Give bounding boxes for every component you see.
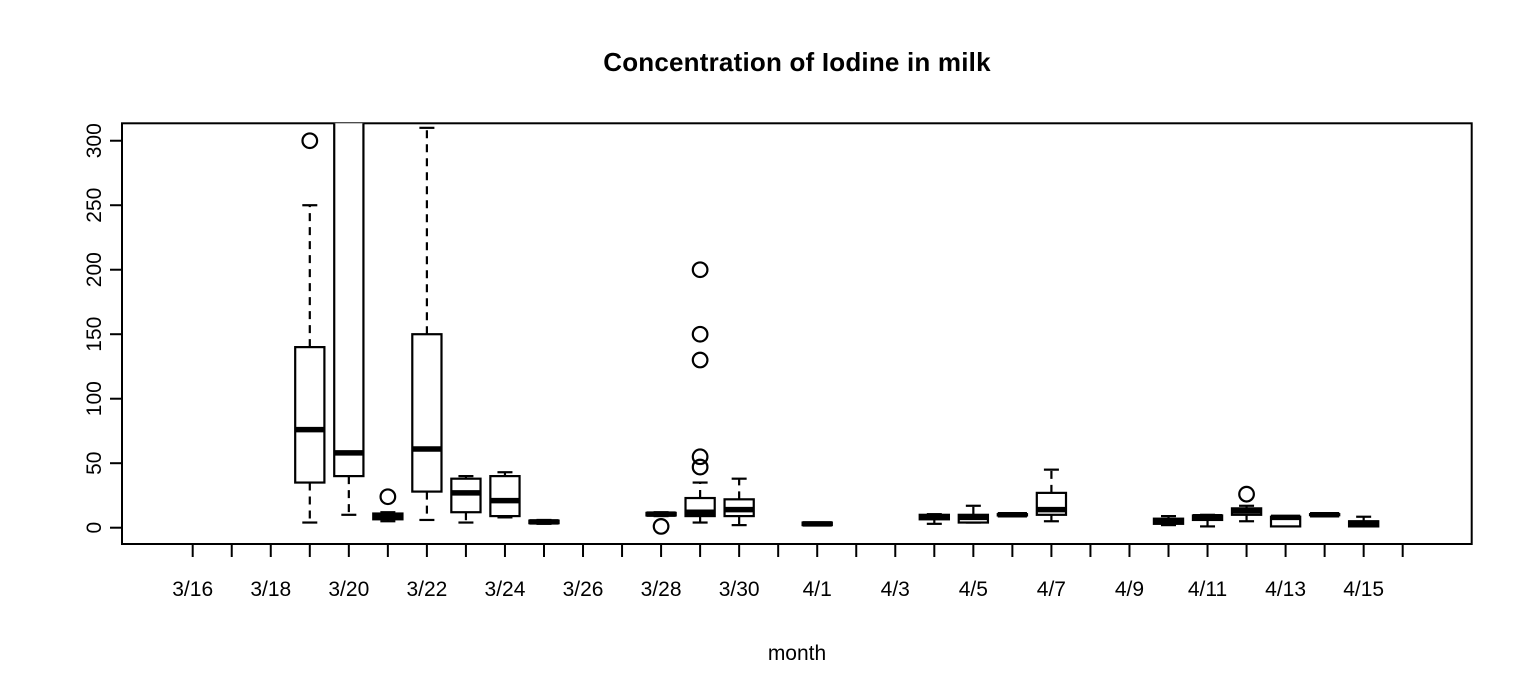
- y-tick-label: 0: [83, 522, 106, 534]
- outlier-point: [379, 488, 397, 506]
- x-tick-label: 4/15: [1343, 578, 1384, 601]
- boxplot-3-24: [489, 471, 521, 519]
- y-tick-label: 200: [83, 252, 106, 287]
- boxplot-4-15: [1347, 515, 1380, 528]
- boxplot-3-28: [645, 511, 677, 535]
- boxplot-4-11: [1191, 513, 1224, 528]
- boxplot-3-30: [723, 477, 755, 527]
- outlier-point: [691, 351, 709, 369]
- boxplot-4-14: [1308, 512, 1341, 518]
- iqr-box: [411, 333, 443, 493]
- boxes: [294, 123, 1380, 535]
- outlier-point: [691, 448, 709, 466]
- x-axis: 3/16 3/18 3/20 3/22 3/24 3/26 3/28 3/30 4/1 4/3 4/…: [172, 544, 1404, 601]
- boxplot-4-13: [1269, 514, 1302, 528]
- outlier-point: [691, 325, 709, 343]
- y-tick-label: 150: [83, 317, 106, 352]
- boxplot-4-1: [801, 521, 833, 527]
- outlier-point: [691, 261, 709, 279]
- outlier-point: [652, 518, 670, 535]
- x-tick-label: 4/7: [1037, 578, 1066, 601]
- y-axis: 0 50 100 150 200 250 300: [83, 123, 122, 534]
- outlier-point: [1238, 485, 1255, 503]
- boxplot-3-20: [333, 123, 365, 516]
- x-tick-label: 4/13: [1265, 578, 1306, 601]
- boxplot-3-23: [450, 475, 482, 524]
- x-tick-label: 3/26: [563, 578, 604, 601]
- boxplot-3-21: [372, 488, 404, 523]
- x-tick-label: 3/24: [485, 578, 526, 601]
- boxplot-4-5: [957, 504, 990, 524]
- x-tick-label: 3/20: [328, 578, 369, 601]
- x-tick-label: 4/3: [881, 578, 910, 601]
- outlier-point: [301, 132, 319, 150]
- x-tick-label: 3/22: [406, 578, 447, 601]
- x-tick-label: 3/30: [719, 578, 760, 601]
- x-axis-title: month: [767, 642, 827, 665]
- iqr-box: [294, 346, 326, 484]
- x-tick-label: 4/5: [959, 578, 988, 601]
- y-tick-label: 250: [83, 188, 106, 223]
- boxplot-3-25: [528, 518, 560, 525]
- boxplot-3-29: [684, 261, 716, 524]
- x-tick-label: 3/16: [172, 578, 213, 601]
- boxplot-4-7: [1035, 468, 1068, 523]
- y-tick-label: 50: [83, 452, 106, 475]
- iqr-box: [333, 123, 365, 478]
- y-tick-label: 100: [83, 381, 106, 416]
- boxplot-3-22: [411, 126, 443, 522]
- boxplot-4-10: [1152, 514, 1185, 527]
- outlier-point: [691, 458, 709, 476]
- iqr-box: [489, 475, 521, 518]
- x-tick-label: 4/1: [803, 578, 832, 601]
- x-tick-label: 4/9: [1115, 578, 1144, 601]
- boxplot-3-19: [294, 132, 326, 524]
- chart-title: Concentration of Iodine in milk: [603, 47, 991, 77]
- boxplot-4-12: [1230, 485, 1263, 523]
- x-tick-label: 3/28: [641, 578, 682, 601]
- boxplot-4-6: [996, 512, 1029, 518]
- x-tick-label: 4/11: [1188, 578, 1227, 601]
- y-tick-label: 300: [83, 123, 106, 158]
- boxplot-4-4: [918, 513, 951, 525]
- x-tick-label: 3/18: [250, 578, 291, 601]
